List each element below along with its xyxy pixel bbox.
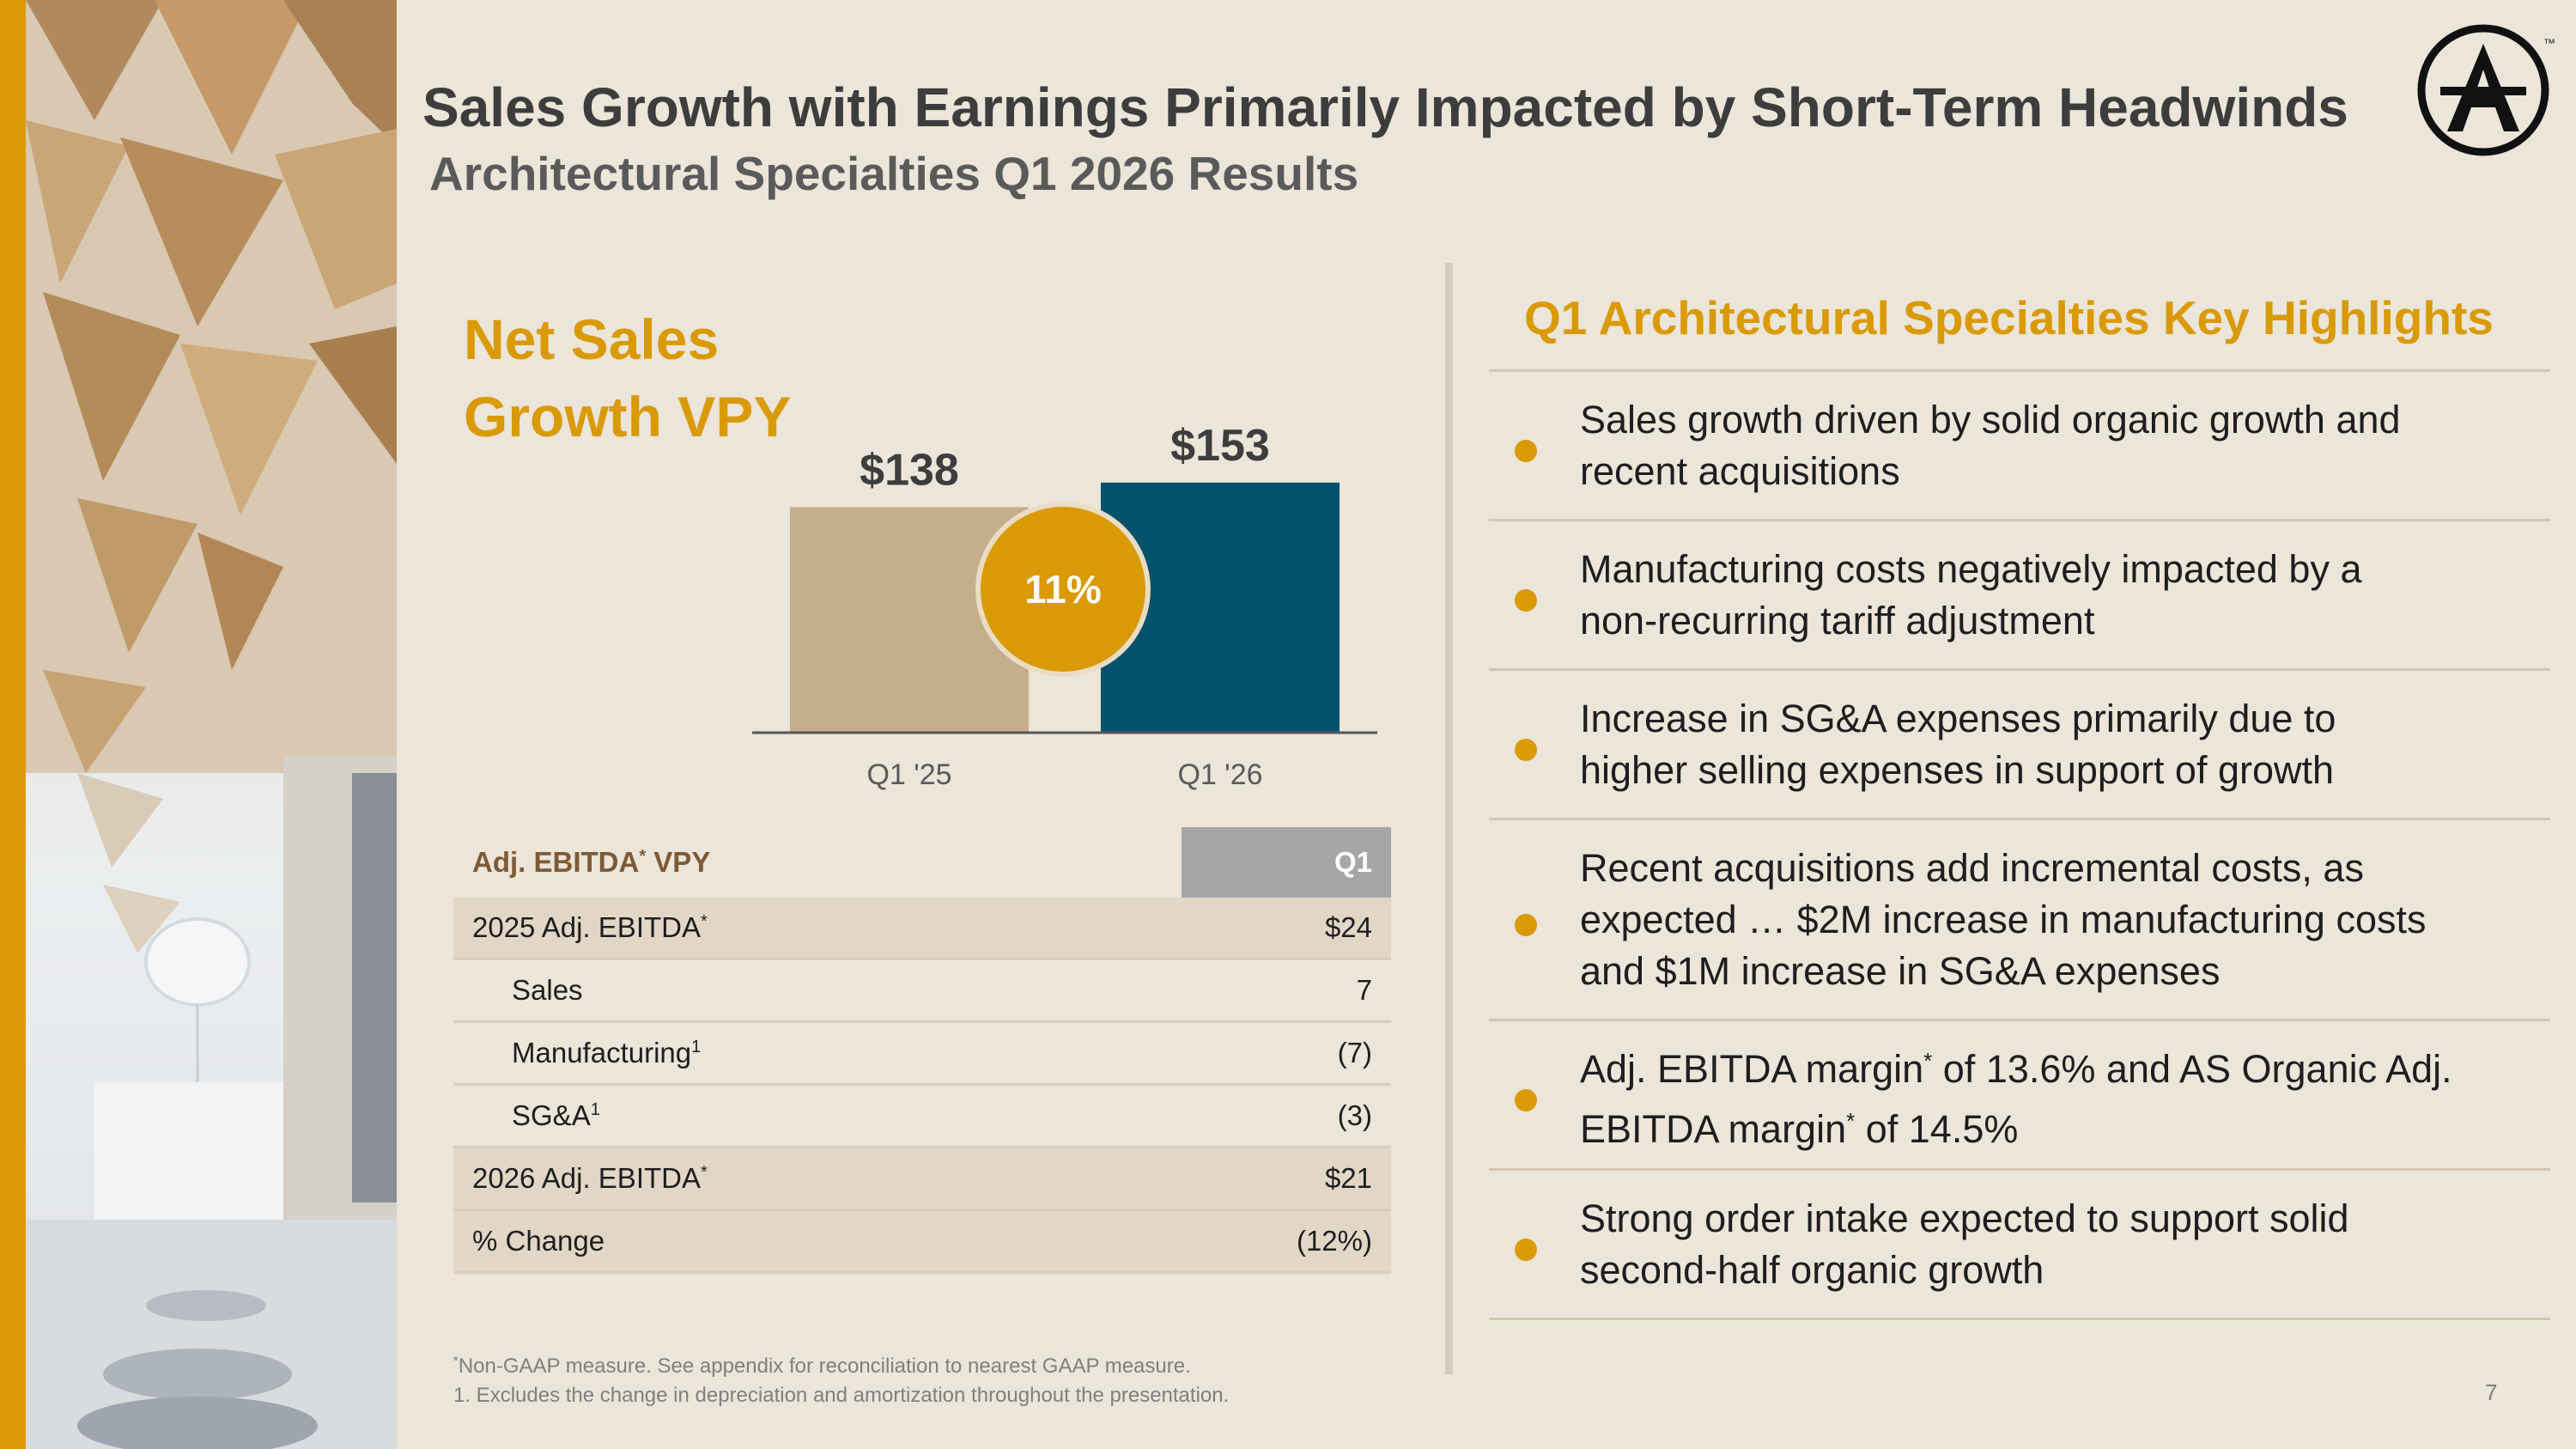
table-row: 2026 Adj. EBITDA* $21: [453, 1147, 1391, 1211]
table-row: % Change (12%): [453, 1209, 1391, 1274]
footnote-non-gaap: *Non-GAAP measure. See appendix for reco…: [453, 1354, 1191, 1378]
tick-label-0: Q1 '25: [866, 758, 951, 791]
row-value: $24: [1182, 898, 1391, 960]
bullet-icon: [1515, 588, 1537, 612]
bullet-icon: [1515, 1088, 1537, 1111]
row-label: 2026 Adj. EBITDA*: [453, 1147, 1182, 1211]
armstrong-a-logo-icon: [2417, 24, 2549, 156]
table-header-label: Adj. EBITDA* VPY: [472, 846, 711, 878]
highlight-text: Adj. EBITDA margin* of 13.6% and AS Orga…: [1580, 1046, 2452, 1151]
row-value: (3): [1182, 1084, 1391, 1148]
row-label: % Change: [453, 1209, 1182, 1274]
row-label: 2025 Adj. EBITDA*: [453, 898, 1182, 960]
table-row: Sales 7: [453, 959, 1391, 1023]
trademark-mark: ™: [2543, 36, 2555, 50]
net-sales-bar-chart: $138 Q1 '25 $153 Q1 '26: [752, 421, 1377, 791]
table-row: Manufacturing1 (7): [453, 1021, 1391, 1086]
bullet-icon: [1515, 1238, 1537, 1261]
row-value: $21: [1182, 1147, 1391, 1211]
bullet-icon: [1515, 913, 1537, 936]
list-item: Adj. EBITDA margin* of 13.6% and AS Orga…: [1489, 1021, 2550, 1171]
net-sales-title: Net Sales Growth VPY: [464, 301, 791, 455]
highlight-text: Recent acquisitions add incremental cost…: [1580, 845, 2427, 993]
table-row: SG&A1 (3): [453, 1084, 1391, 1148]
data-label-0: $138: [860, 445, 959, 495]
row-label: Sales: [453, 959, 1182, 1023]
row-value: (7): [1182, 1021, 1391, 1086]
highlights-title: Q1 Architectural Specialties Key Highlig…: [1524, 291, 2494, 344]
net-sales-title-line1: Net Sales: [464, 307, 720, 371]
row-value: 7: [1182, 959, 1391, 1023]
list-item: Manufacturing costs negatively impacted …: [1489, 521, 2550, 671]
footnotes: *Non-GAAP measure. See appendix for reco…: [453, 1347, 1229, 1410]
table-header-row: Adj. EBITDA* VPY Q1: [453, 827, 1391, 898]
highlight-text: Manufacturing costs negatively impacted …: [1580, 546, 2362, 642]
slide-subtitle: Architectural Specialties Q1 2026 Result…: [429, 147, 1359, 200]
ceiling-photo-illustration: [26, 0, 397, 1449]
list-item: Sales growth driven by solid organic gro…: [1489, 372, 2550, 521]
net-sales-title-line2: Growth VPY: [464, 385, 792, 448]
accent-strip: [0, 0, 26, 1449]
ceiling-photo: [26, 0, 397, 1449]
page-number: 7: [2485, 1379, 2498, 1405]
highlight-text: Sales growth driven by solid organic gro…: [1580, 397, 2401, 493]
footnote-depreciation: 1. Excludes the change in depreciation a…: [453, 1384, 1230, 1407]
vertical-divider: [1445, 263, 1453, 1374]
list-item: Strong order intake expected to support …: [1489, 1171, 2550, 1320]
list-item: Increase in SG&A expenses primarily due …: [1489, 671, 2550, 820]
highlight-text: Increase in SG&A expenses primarily due …: [1580, 696, 2336, 792]
data-label-1: $153: [1170, 421, 1270, 471]
slide-title: Sales Growth with Earnings Primarily Imp…: [422, 76, 2348, 138]
highlight-text: Strong order intake expected to support …: [1580, 1196, 2349, 1292]
row-label: SG&A1: [453, 1084, 1182, 1148]
adj-ebitda-table: Adj. EBITDA* VPY Q1 2025 Adj. EBITDA* $2…: [453, 827, 1391, 1274]
highlights-list: Sales growth driven by solid organic gro…: [1489, 369, 2550, 1320]
table-row: 2025 Adj. EBITDA* $24: [453, 898, 1391, 960]
bullet-icon: [1515, 738, 1537, 761]
row-label: Manufacturing1: [453, 1021, 1182, 1086]
table-header-q1: Q1: [1182, 827, 1391, 898]
list-item: Recent acquisitions add incremental cost…: [1489, 820, 2550, 1021]
bullet-icon: [1515, 439, 1537, 462]
growth-badge: 11%: [975, 502, 1151, 677]
row-value: (12%): [1182, 1209, 1391, 1274]
tick-label-1: Q1 '26: [1177, 758, 1262, 791]
